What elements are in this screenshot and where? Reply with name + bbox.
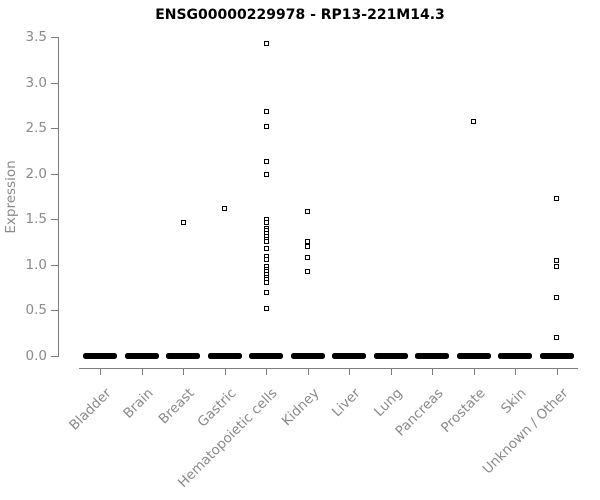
data-point xyxy=(263,220,269,226)
data-point xyxy=(554,334,559,340)
x-axis-tick xyxy=(100,368,102,375)
data-point xyxy=(180,220,186,226)
data-point xyxy=(263,280,269,286)
zero-expression-cluster xyxy=(207,352,242,359)
y-tick-label: 0.5 xyxy=(25,302,47,318)
y-axis-tick xyxy=(50,264,58,266)
x-axis-tick xyxy=(224,368,226,375)
data-point xyxy=(305,243,310,249)
x-axis-tick xyxy=(349,368,351,375)
data-point xyxy=(554,263,559,269)
data-point xyxy=(263,239,269,245)
data-point xyxy=(263,40,269,46)
x-axis-tick xyxy=(556,368,558,375)
zero-expression-cluster xyxy=(83,352,117,359)
x-category-label: Breast xyxy=(155,385,198,428)
y-axis-tick xyxy=(50,310,58,312)
x-axis-tick xyxy=(183,368,185,375)
y-axis-line xyxy=(57,37,59,357)
data-point xyxy=(222,206,227,212)
y-axis-tick xyxy=(50,355,58,357)
x-axis-tick xyxy=(307,368,309,375)
data-point xyxy=(305,269,310,275)
data-point xyxy=(263,305,269,311)
x-axis-line xyxy=(79,368,578,370)
y-axis-tick xyxy=(50,128,58,130)
data-point xyxy=(263,171,269,177)
y-tick-label: 0.0 xyxy=(25,347,47,364)
data-point xyxy=(554,294,559,300)
chart-title: ENSG00000229978 - RP13-221M14.3 xyxy=(155,7,445,23)
y-tick-label: 1.5 xyxy=(25,211,47,227)
y-axis-tick xyxy=(50,219,58,221)
x-category-label: Bladder xyxy=(66,385,115,434)
x-category-label: Skin xyxy=(497,385,530,417)
zero-expression-cluster xyxy=(498,352,532,359)
data-point xyxy=(263,159,269,165)
data-point xyxy=(554,258,559,264)
data-point xyxy=(305,254,310,260)
zero-expression-cluster xyxy=(166,352,200,359)
y-axis-tick xyxy=(50,173,58,175)
zero-expression-cluster xyxy=(373,352,408,359)
x-category-label: Prostate xyxy=(437,385,489,436)
y-tick-label: 2.5 xyxy=(25,120,47,136)
zero-expression-cluster xyxy=(124,352,159,359)
x-category-label: Brain xyxy=(119,385,157,422)
x-axis-tick xyxy=(266,368,268,375)
data-point xyxy=(554,195,559,201)
data-point xyxy=(305,209,310,215)
zero-expression-cluster xyxy=(290,352,325,359)
y-tick-label: 1.0 xyxy=(25,256,47,273)
zero-expression-cluster xyxy=(415,352,449,359)
data-point xyxy=(305,239,310,245)
data-point xyxy=(471,119,476,125)
zero-expression-cluster xyxy=(249,352,283,359)
data-point xyxy=(263,123,269,129)
x-axis-tick xyxy=(390,368,392,375)
data-point xyxy=(263,109,269,115)
zero-expression-cluster xyxy=(332,352,366,359)
zero-expression-cluster xyxy=(539,352,574,359)
x-axis-tick xyxy=(473,368,475,375)
x-axis-tick xyxy=(515,368,517,375)
data-point xyxy=(263,245,269,251)
zero-expression-cluster xyxy=(456,352,491,359)
y-axis-tick xyxy=(50,37,58,39)
x-axis-tick xyxy=(432,368,434,375)
y-tick-label: 2.0 xyxy=(25,165,47,182)
y-axis-tick xyxy=(50,82,58,84)
y-tick-label: 3.0 xyxy=(25,74,47,91)
x-axis-tick xyxy=(141,368,143,375)
data-point xyxy=(263,257,269,263)
data-point xyxy=(263,290,269,296)
x-category-label: Liver xyxy=(328,385,364,421)
y-tick-label: 3.5 xyxy=(25,29,47,45)
x-category-label: Kidney xyxy=(278,385,323,430)
x-category-label: Lung xyxy=(370,385,406,420)
